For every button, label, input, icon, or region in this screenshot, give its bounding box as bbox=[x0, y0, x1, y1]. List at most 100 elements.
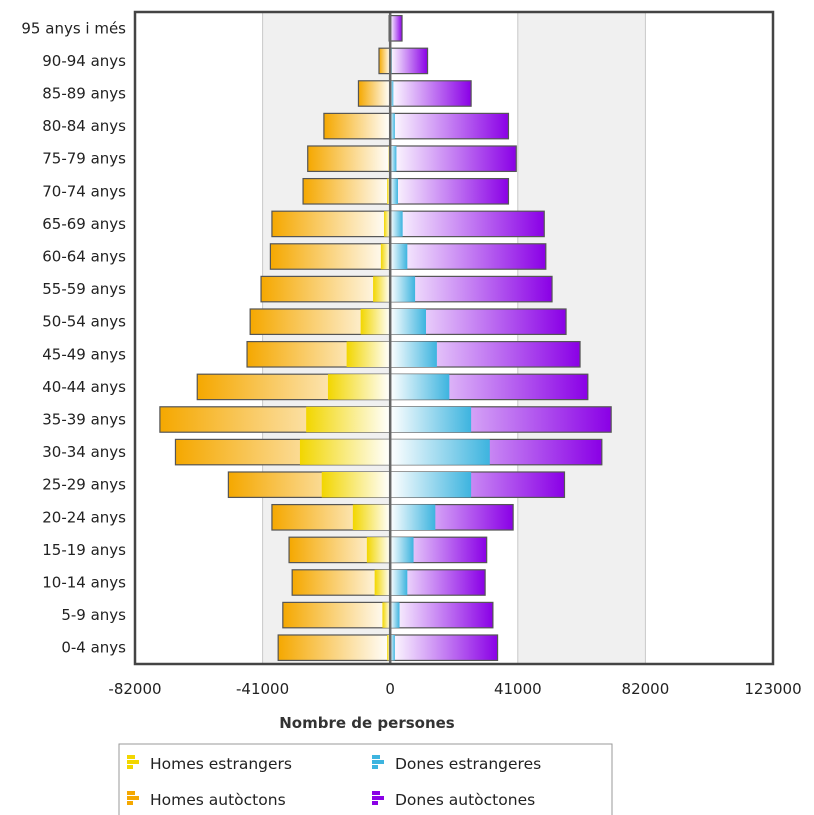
y-tick-label: 50-54 anys bbox=[42, 313, 126, 331]
y-tick-label: 10-14 anys bbox=[42, 574, 126, 592]
x-tick-label: 123000 bbox=[744, 680, 801, 698]
y-tick-label: 80-84 anys bbox=[42, 117, 126, 135]
bar-homes-autoctons bbox=[282, 601, 391, 629]
bar-dones-autoctones bbox=[389, 601, 494, 629]
bar-homes-estrangers bbox=[382, 602, 391, 628]
bar-dones-autoctones bbox=[389, 210, 545, 238]
bar-homes-estrangers bbox=[383, 211, 391, 237]
bar-dones-estrangeres bbox=[390, 569, 408, 596]
legend-label: Dones estrangeres bbox=[395, 755, 541, 773]
bar-dones-estrangeres bbox=[390, 113, 395, 139]
bar-dones-estrangeres bbox=[390, 276, 416, 302]
bar-dones-estrangeres bbox=[390, 374, 450, 400]
bar-dones-estrangeres bbox=[390, 439, 490, 465]
bar-homes-estrangers bbox=[327, 374, 391, 400]
bar-homes-estrangers bbox=[387, 178, 391, 205]
bar-dones-autoctones bbox=[389, 47, 429, 75]
bar-dones-autoctones bbox=[389, 80, 472, 107]
y-tick-label: 60-64 anys bbox=[42, 248, 126, 266]
bar-homes-autoctons bbox=[260, 275, 391, 303]
legend-swatch-icon bbox=[127, 791, 139, 805]
bar-dones-autoctones bbox=[389, 14, 403, 42]
y-tick-label: 45-49 anys bbox=[42, 345, 126, 363]
x-tick-label: -82000 bbox=[108, 680, 161, 698]
y-tick-label: 95 anys i més bbox=[21, 19, 126, 37]
legend-swatch-icon bbox=[372, 755, 384, 769]
legend-item: Dones estrangeres bbox=[372, 755, 541, 773]
bar-homes-autoctons bbox=[307, 145, 391, 173]
bar-homes-estrangers bbox=[352, 504, 391, 531]
bar-homes-estrangers bbox=[387, 634, 391, 661]
y-tick-label: 5-9 anys bbox=[61, 606, 126, 624]
y-tick-label: 75-79 anys bbox=[42, 150, 126, 168]
bar-dones-estrangeres bbox=[390, 243, 408, 270]
bar-homes-estrangers bbox=[306, 406, 391, 433]
legend-item: Homes autòctons bbox=[127, 791, 286, 809]
legend-swatch-icon bbox=[127, 755, 139, 769]
x-tick-label: 82000 bbox=[622, 680, 670, 698]
bar-homes-estrangers bbox=[321, 471, 391, 498]
y-tick-label: 0-4 anys bbox=[61, 639, 126, 657]
bar-homes-autoctons bbox=[277, 634, 391, 662]
bar-homes-estrangers bbox=[374, 569, 391, 596]
y-tick-label: 20-24 anys bbox=[42, 508, 126, 526]
bar-dones-estrangeres bbox=[390, 308, 426, 335]
bar-dones-estrangeres bbox=[390, 471, 472, 498]
bars-layer bbox=[133, 10, 775, 666]
plot-frame bbox=[133, 10, 775, 666]
bar-dones-autoctones bbox=[389, 634, 499, 662]
bar-dones-autoctones bbox=[389, 112, 510, 140]
y-tick-label: 35-39 anys bbox=[42, 411, 126, 429]
x-axis-label: Nombre de persones bbox=[279, 714, 455, 732]
y-tick-label: 65-69 anys bbox=[42, 215, 126, 233]
bar-homes-autoctons bbox=[269, 243, 391, 270]
legend-swatch-icon bbox=[372, 791, 384, 805]
bar-dones-autoctones bbox=[389, 243, 547, 270]
legend-label: Dones autòctones bbox=[395, 791, 535, 809]
bar-dones-estrangeres bbox=[390, 211, 403, 237]
bar-dones-estrangeres bbox=[390, 80, 394, 107]
bar-homes-autoctons bbox=[357, 80, 391, 107]
bar-homes-estrangers bbox=[360, 308, 391, 335]
bar-dones-estrangeres bbox=[390, 406, 472, 433]
grid-bands bbox=[135, 12, 773, 664]
bar-dones-estrangeres bbox=[390, 537, 414, 563]
y-tick-label: 25-29 anys bbox=[42, 476, 126, 494]
legend-item: Dones autòctones bbox=[372, 791, 535, 809]
x-tick-labels: -82000 -41000 0 41000 82000 123000 bbox=[108, 680, 801, 698]
legend-label: Homes estrangers bbox=[150, 755, 292, 773]
bar-dones-autoctones bbox=[389, 177, 510, 205]
y-tick-label: 30-34 anys bbox=[42, 443, 126, 461]
bar-homes-estrangers bbox=[299, 439, 391, 465]
legend-label: Homes autòctons bbox=[150, 791, 286, 809]
legend-item: Homes estrangers bbox=[127, 755, 292, 773]
bar-homes-autoctons bbox=[378, 47, 391, 75]
bar-homes-autoctons bbox=[302, 177, 391, 205]
y-tick-label: 70-74 anys bbox=[42, 182, 126, 200]
bar-dones-estrangeres bbox=[390, 602, 400, 628]
x-tick-label: 41000 bbox=[494, 680, 542, 698]
bar-homes-estrangers bbox=[346, 341, 391, 368]
bar-dones-estrangeres bbox=[390, 145, 397, 172]
y-tick-label: 15-19 anys bbox=[42, 541, 126, 559]
bar-dones-estrangeres bbox=[390, 341, 437, 368]
bar-homes-estrangers bbox=[380, 243, 391, 270]
bar-homes-estrangers bbox=[366, 537, 391, 563]
y-tick-labels: 0-4 anys 5-9 anys 10-14 anys 15-19 anys 20-2… bbox=[21, 19, 126, 656]
y-tick-label: 85-89 anys bbox=[42, 85, 126, 103]
bar-homes-autoctons bbox=[271, 210, 391, 238]
bar-dones-estrangeres bbox=[390, 178, 398, 205]
x-tick-label: 0 bbox=[385, 680, 395, 698]
bar-homes-autoctons bbox=[323, 112, 391, 140]
bar-homes-estrangers bbox=[373, 276, 391, 302]
bar-dones-autoctones bbox=[389, 145, 517, 173]
bar-dones-estrangeres bbox=[390, 504, 436, 531]
legend: Homes estrangers Dones estrangeres Homes a… bbox=[118, 743, 613, 815]
legend-box bbox=[118, 743, 613, 815]
y-tick-label: 40-44 anys bbox=[42, 378, 126, 396]
y-tick-label: 55-59 anys bbox=[42, 280, 126, 298]
bar-dones-estrangeres bbox=[390, 634, 395, 661]
y-tick-label: 90-94 anys bbox=[42, 52, 126, 70]
x-tick-label: -41000 bbox=[236, 680, 289, 698]
